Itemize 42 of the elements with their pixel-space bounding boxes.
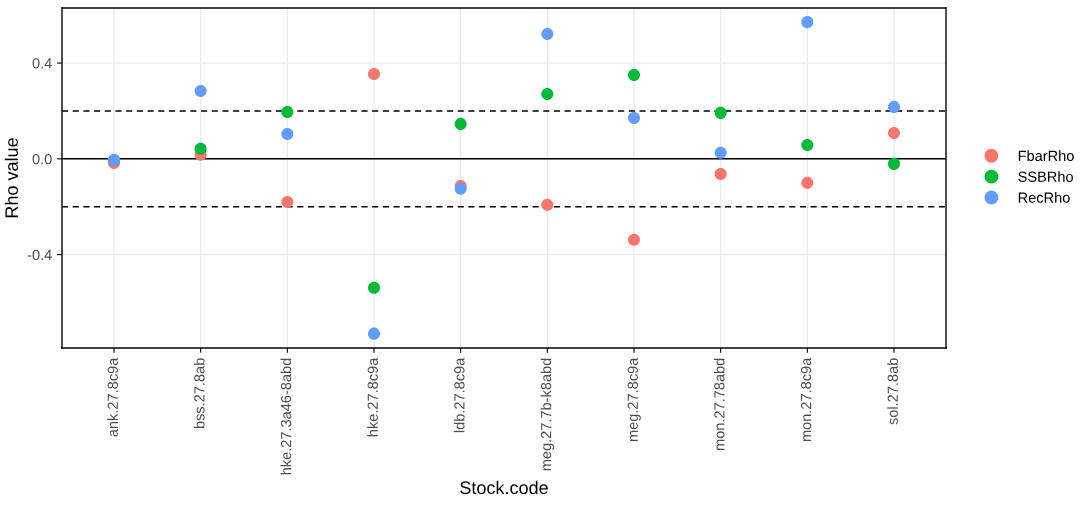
point <box>281 195 294 208</box>
point <box>801 176 814 189</box>
point <box>541 198 554 211</box>
point <box>714 167 727 180</box>
x-tick-label: meg.27.7b-k8abd <box>540 358 555 471</box>
y-axis-title: Rho value <box>4 138 19 218</box>
point <box>801 138 814 151</box>
point <box>627 111 641 124</box>
point <box>367 68 381 81</box>
point <box>281 105 294 118</box>
point <box>454 117 467 130</box>
x-tick-label: hke.27.3a46-8abd <box>280 358 292 475</box>
x-axis-title: Stock.code <box>460 480 548 495</box>
point <box>714 146 727 159</box>
point <box>887 100 901 113</box>
x-tick-label: sol.27.8ab <box>887 358 898 425</box>
x-tick-label: hke.27.8c9a <box>367 357 378 437</box>
point <box>801 16 814 29</box>
x-tick-label: mon.27.8c9a <box>800 357 812 442</box>
point <box>887 126 901 139</box>
point <box>367 327 381 340</box>
point <box>367 281 381 294</box>
point <box>627 69 641 82</box>
x-tick-label: ank.27.8c9a <box>107 357 118 437</box>
point <box>887 157 901 170</box>
point <box>281 127 294 140</box>
legend-label: RecRho <box>1018 192 1070 203</box>
x-tick-label: bss.27.8ab <box>193 358 205 429</box>
x-tick-label: ldb.27.8c9a <box>453 357 465 433</box>
y-tick-label: 0.4 <box>32 58 52 69</box>
point <box>194 85 207 98</box>
y-tick-label: -0.4 <box>27 249 52 261</box>
point <box>541 28 554 41</box>
x-tick-label: meg.27.8c9a <box>627 357 641 442</box>
point <box>194 142 207 155</box>
point <box>541 87 554 100</box>
point <box>627 233 641 246</box>
legend-label: SSBRho <box>1018 171 1073 182</box>
y-tick-label: 0.0 <box>32 153 52 165</box>
x-tick-label: mon.27.78abd <box>713 358 725 450</box>
legend-label: FbarRho <box>1018 150 1074 162</box>
point <box>714 106 727 119</box>
